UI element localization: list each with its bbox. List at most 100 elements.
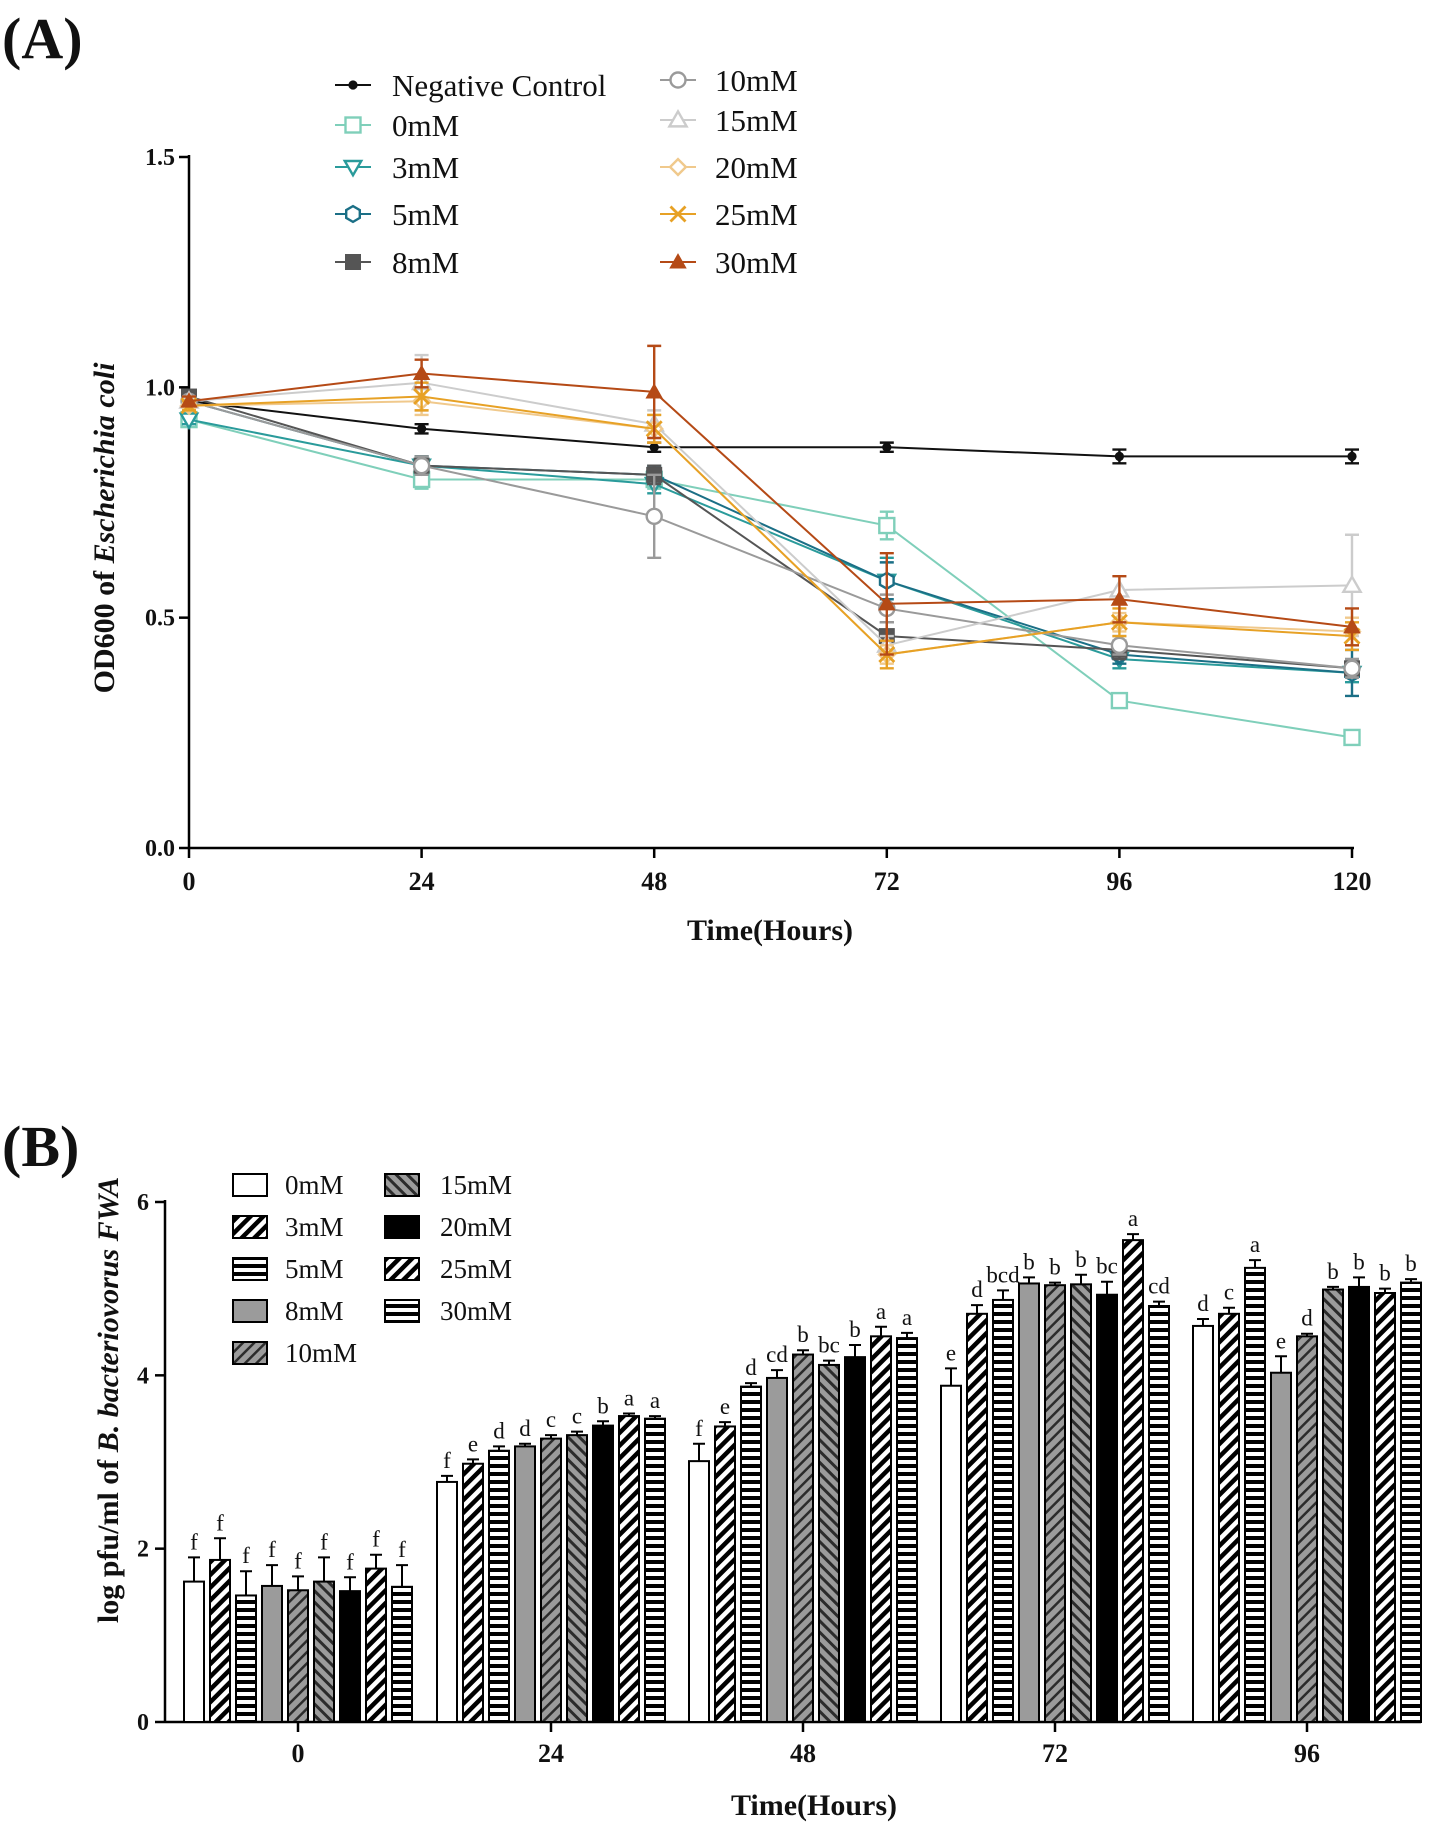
a-y-tick-label: 0.0 (145, 836, 175, 862)
b-bar (818, 1363, 840, 1724)
b-error-bar (1127, 1233, 1139, 1241)
b-bar (1296, 1335, 1318, 1724)
b-legend-item: 30mM (384, 1296, 512, 1326)
a-legend-label: 30mM (715, 245, 798, 280)
a-legend-item: 3mM (335, 150, 459, 185)
b-bar (287, 1589, 309, 1724)
b-legend-label: 0mM (285, 1170, 344, 1200)
b-error-bar (1405, 1278, 1417, 1283)
a-legend-label: 10mM (715, 63, 798, 98)
b-significance-letter: b (1049, 1255, 1061, 1280)
b-significance-letter: cd (766, 1342, 788, 1367)
marker-triangle-up-filled (1343, 617, 1361, 634)
b-bar (644, 1417, 666, 1723)
a-y-axis-title-italic: Escherichia coli (88, 362, 121, 564)
b-significance-letter: b (597, 1393, 609, 1418)
a-series-30mm (180, 344, 1361, 656)
b-y-tick-label: 0 (137, 1710, 149, 1736)
b-bar (844, 1356, 866, 1723)
b-error-bar (214, 1537, 226, 1560)
b-legend-label: 5mM (285, 1254, 344, 1284)
line-chart: 0.0 0.5 1.0 1.5 0 24 48 72 96 120 Negative Contro… (88, 63, 1372, 947)
b-bar (391, 1585, 413, 1724)
b-error-bar (875, 1325, 887, 1337)
b-significance-letter: f (372, 1527, 380, 1552)
b-significance-letter: d (971, 1277, 983, 1302)
marker-square-filled (345, 254, 361, 270)
b-bar (1348, 1285, 1370, 1724)
b-bar (688, 1460, 710, 1723)
b-legend-item: 15mM (384, 1170, 512, 1200)
a-y-axis-title: OD600 of Escherichia coli (88, 362, 121, 693)
b-significance-letter: b (1023, 1249, 1035, 1274)
b-y-axis-title-prefix: log pfu/ml of (92, 1452, 125, 1623)
b-error-bar (649, 1415, 661, 1419)
b-error-bar (1301, 1332, 1313, 1337)
a-legend-item: 30mM (660, 245, 798, 280)
b-error-bar (1101, 1280, 1113, 1295)
b-error-bar (1223, 1306, 1235, 1314)
b-bar (235, 1594, 257, 1724)
b-bar (1070, 1283, 1092, 1724)
a-series-line (188, 372, 1353, 628)
marker-square (878, 516, 896, 535)
b-significance-letter: f (695, 1416, 703, 1441)
b-x-tick-label: 96 (1294, 1739, 1320, 1768)
a-legend-item: 8mM (335, 245, 459, 280)
b-x-axis-title: Time(Hours) (731, 1789, 897, 1822)
b-error-bar (240, 1570, 252, 1596)
b-error-bar (771, 1369, 783, 1378)
b-bar (1400, 1281, 1422, 1723)
marker-triangle-up-filled (1110, 590, 1129, 606)
b-bar (1270, 1371, 1292, 1723)
b-significance-letter: a (624, 1385, 634, 1410)
b-significance-letter: f (190, 1529, 198, 1554)
b-x-tick-label: 72 (1042, 1739, 1068, 1768)
a-legend-label: 8mM (392, 245, 459, 280)
b-x-tick-label: 48 (790, 1739, 816, 1768)
a-legend-item: 0mM (335, 108, 459, 143)
b-significance-letter: e (720, 1394, 730, 1419)
b-significance-letter: e (946, 1340, 956, 1365)
b-significance-letter: a (1250, 1232, 1260, 1257)
a-y-tick-label: 1.0 (145, 375, 175, 401)
a-x-tick-label: 120 (1333, 867, 1372, 896)
b-significance-letter: d (1197, 1291, 1209, 1316)
b-significance-letter: d (1301, 1306, 1313, 1331)
b-y-tick-label: 2 (137, 1537, 149, 1563)
b-legend-label: 30mM (440, 1296, 512, 1326)
b-error-bar (1153, 1300, 1165, 1306)
b-bar (183, 1580, 205, 1723)
marker-x (669, 205, 687, 223)
b-significance-letter: cd (1148, 1274, 1170, 1299)
b-legend-label: 20mM (440, 1212, 512, 1242)
b-error-bar (1327, 1285, 1339, 1290)
b-significance-letter: d (519, 1416, 531, 1441)
a-legend-label: Negative Control (392, 68, 606, 103)
marker-diamond (668, 157, 688, 177)
b-legend-item: 8mM (232, 1296, 344, 1326)
marker-triangle-up-filled (645, 383, 663, 399)
marker-x (413, 388, 431, 406)
a-x-tick-label: 24 (409, 867, 435, 896)
b-error-bar (545, 1434, 557, 1439)
a-y-tick-label: 1.5 (145, 145, 175, 171)
b-error-bar (797, 1349, 809, 1355)
a-legend-label: 25mM (715, 197, 798, 232)
a-x-tick-label: 0 (183, 867, 196, 896)
b-error-bar (1197, 1318, 1209, 1326)
b-error-bar (945, 1367, 957, 1386)
a-legend-item: 5mM (335, 197, 459, 232)
b-error-bar (519, 1442, 531, 1447)
b-significance-letter: d (745, 1355, 757, 1380)
b-bar (1192, 1324, 1214, 1724)
b-group-24: fed d c c b a a (436, 1385, 666, 1724)
b-legend-swatch (232, 1341, 268, 1365)
marker-triangle-up (667, 108, 689, 128)
marker-circle (1343, 659, 1361, 678)
a-series-line (188, 381, 1353, 647)
